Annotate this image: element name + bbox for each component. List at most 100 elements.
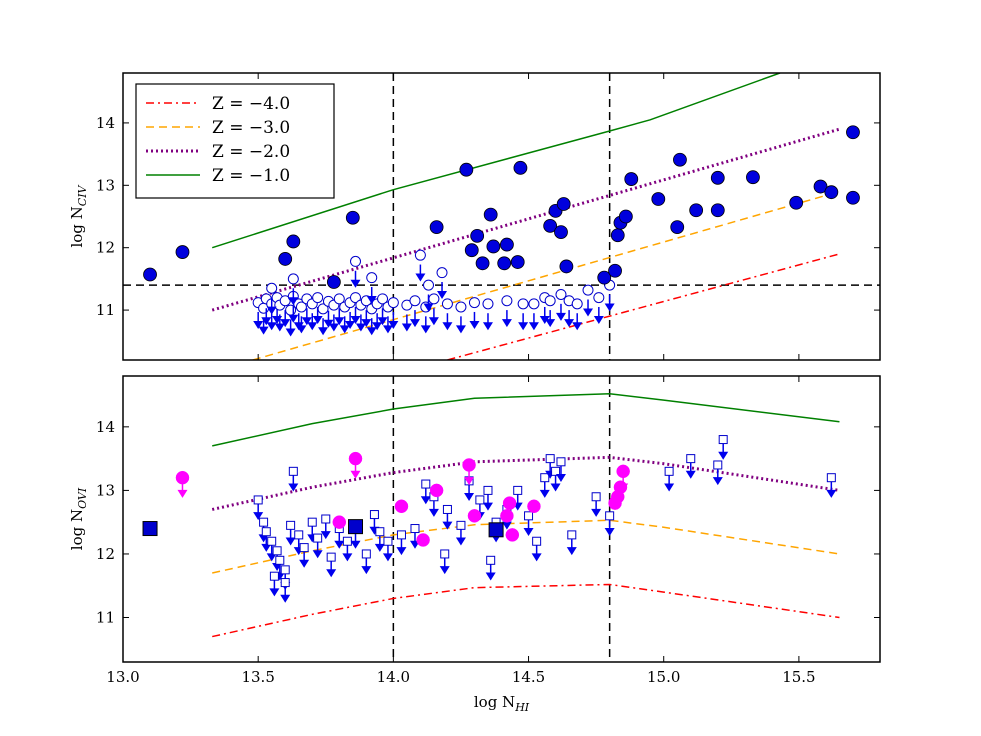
ovi-limit-arrow-49-head bbox=[280, 594, 291, 603]
ovi-limit-arrow-35-head bbox=[531, 553, 542, 562]
ovi-limit-point-2 bbox=[261, 527, 271, 537]
ovi-magenta-point-11 bbox=[613, 480, 628, 494]
civ-detection-17 bbox=[543, 218, 558, 233]
civ-limit-arrow-24-head bbox=[372, 322, 383, 331]
ovi-limit-point-43 bbox=[664, 466, 674, 476]
civ-limit-point-14 bbox=[317, 303, 329, 315]
ovi-magenta-point-4 bbox=[467, 509, 482, 523]
civ-limit-point-53 bbox=[366, 272, 378, 284]
ovi-magenta-point-1 bbox=[394, 499, 409, 514]
civ-limit-arrow-44-head bbox=[572, 322, 583, 331]
civ-limit-arrow-2-head bbox=[261, 317, 272, 326]
ovi-limit-point-47 bbox=[826, 473, 836, 483]
civ-limit-point-33 bbox=[441, 298, 453, 310]
ovi-limit-arrow-51-head bbox=[439, 566, 450, 575]
ovi-detection-1 bbox=[348, 519, 364, 535]
civ-limit-point-46 bbox=[593, 292, 605, 304]
ovi-limit-arrow-24-head bbox=[420, 496, 431, 505]
ovi-magenta-limit-arrow-0-head bbox=[177, 489, 188, 498]
ovi-limit-point-13 bbox=[321, 514, 331, 524]
civ-detection-22 bbox=[597, 270, 612, 285]
civ-limit-arrow-31-head bbox=[420, 325, 431, 334]
civ-limit-arrow-7-head bbox=[285, 328, 296, 337]
civ-limit-arrow-28-head bbox=[401, 323, 412, 332]
ovi-limit-point-22 bbox=[396, 530, 406, 540]
civ-limit-arrow-38-head bbox=[518, 322, 529, 331]
civ-detection-1 bbox=[175, 245, 190, 259]
civ-limit-point-39 bbox=[528, 298, 540, 310]
civ-limit-arrow-23-head bbox=[366, 327, 377, 336]
civ-limit-arrow-30-head bbox=[415, 273, 426, 282]
ovi-limit-point-51 bbox=[440, 549, 450, 559]
ovi-limit-point-41 bbox=[591, 492, 601, 502]
ovi-limit-point-16 bbox=[342, 536, 352, 546]
legend-label-0: Z = −4.0 bbox=[212, 94, 290, 114]
ovi-limit-arrow-14-head bbox=[326, 569, 337, 578]
civ-limit-point-32 bbox=[428, 293, 440, 305]
civ-detection-8 bbox=[464, 243, 479, 258]
civ-detection-28 bbox=[651, 192, 666, 206]
civ-limit-arrow-41-head bbox=[545, 319, 556, 328]
ovi-limit-arrow-48-head bbox=[269, 588, 280, 597]
ovi-limit-point-49 bbox=[280, 578, 290, 588]
ovi-magenta-limit-arrow-2-head bbox=[464, 477, 475, 486]
ovi-limit-point-40 bbox=[567, 530, 577, 540]
civ-limit-arrow-8-head bbox=[288, 314, 299, 323]
x-axis-label: log NHI bbox=[474, 693, 530, 714]
legend-label-3: Z = −1.0 bbox=[212, 166, 290, 186]
model-line-3 bbox=[212, 393, 840, 447]
model-line-3 bbox=[211, 73, 781, 249]
civ-detection-39 bbox=[846, 125, 860, 140]
ovi-detection-2 bbox=[488, 522, 504, 538]
civ-limit-arrow-27-head bbox=[388, 320, 399, 329]
civ-detection-5 bbox=[326, 275, 341, 289]
ovi-limit-arrow-41-head bbox=[591, 508, 602, 517]
ovi-limit-arrow-15-head bbox=[334, 540, 345, 549]
ovi-limit-arrow-12-head bbox=[312, 550, 323, 559]
ovi-limit-point-4 bbox=[272, 546, 282, 556]
civ-detection-6 bbox=[429, 220, 444, 235]
civ-limit-arrow-20-head bbox=[350, 315, 361, 324]
ytick-label-1: 12 bbox=[96, 545, 115, 563]
civ-limit-arrow-29-head bbox=[409, 319, 420, 328]
ovi-limit-point-37 bbox=[545, 454, 555, 464]
civ-detection-33 bbox=[710, 170, 725, 185]
ovi-limit-point-46 bbox=[718, 435, 728, 445]
ovi-limit-arrow-3-head bbox=[266, 553, 277, 562]
civ-limit-arrow-14-head bbox=[318, 327, 329, 336]
civ-detection-10 bbox=[475, 256, 490, 271]
civ-detection-38 bbox=[846, 190, 860, 205]
ovi-limit-arrow-13-head bbox=[320, 531, 331, 540]
ovi-magenta-limit-0 bbox=[175, 470, 190, 485]
civ-detection-30 bbox=[673, 152, 687, 167]
ovi-magenta-point-7 bbox=[505, 528, 520, 542]
civ-detection-37 bbox=[824, 185, 839, 200]
ovi-magenta-limit-arrow-1-head bbox=[350, 470, 361, 479]
civ-limit-arrow-40-head bbox=[539, 315, 550, 324]
xtick-label-2: 14.0 bbox=[377, 668, 410, 686]
ytick-label-0: 11 bbox=[96, 301, 115, 319]
civ-limit-arrow-0-head bbox=[253, 320, 264, 329]
civ-limit-point-34 bbox=[455, 301, 467, 313]
ovi-limit-point-19 bbox=[369, 510, 379, 520]
civ-limit-point-44 bbox=[571, 298, 583, 310]
ovi-limit-arrow-40-head bbox=[566, 547, 577, 556]
civ-detection-26 bbox=[618, 209, 633, 224]
ovi-limit-arrow-0-head bbox=[253, 512, 264, 521]
ovi-limit-arrow-27-head bbox=[455, 537, 466, 546]
civ-limit-point-50 bbox=[350, 255, 362, 267]
civ-limit-arrow-19-head bbox=[345, 320, 356, 329]
civ-limit-point-10 bbox=[295, 301, 307, 313]
ovi-limit-arrow-17-head bbox=[350, 540, 361, 549]
civ-detection-36 bbox=[813, 179, 828, 194]
civ-detection-31 bbox=[689, 203, 704, 218]
x-axis-label-sub: HI bbox=[514, 701, 530, 714]
civ-detection-32 bbox=[710, 203, 725, 218]
model-line-0 bbox=[212, 583, 840, 638]
model-line-1 bbox=[212, 519, 840, 574]
y-axis-label: log NCIV bbox=[68, 184, 89, 247]
ovi-limit-point-34 bbox=[524, 511, 534, 521]
ovi-limit-point-48 bbox=[269, 571, 279, 581]
ovi-limit-arrow-2-head bbox=[261, 543, 272, 552]
